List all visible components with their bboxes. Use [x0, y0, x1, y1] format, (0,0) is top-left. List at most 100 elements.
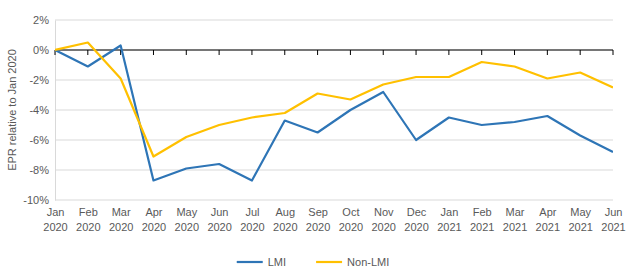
x-tick: Jul 2020 [240, 200, 264, 233]
grid-line [55, 170, 613, 171]
y-tick: 2% [33, 14, 55, 26]
series-line [55, 43, 613, 157]
y-tick-label: -2% [29, 74, 49, 86]
category-tick [547, 50, 548, 55]
x-tick-label-line: Jan [47, 206, 65, 218]
x-tick-label-line: 2020 [371, 221, 395, 233]
grid-line [55, 110, 613, 111]
category-tick [416, 50, 417, 55]
x-tick-label-line: 2020 [109, 221, 133, 233]
legend-label: LMI [268, 256, 286, 268]
legend-item: LMI [237, 256, 286, 268]
zero-axis [55, 50, 613, 55]
category-tick [448, 50, 449, 55]
category-tick [219, 50, 220, 55]
x-tick-label-line: Oct [342, 206, 359, 218]
category-tick [514, 50, 515, 55]
x-tick-label: Oct 2020 [339, 206, 363, 233]
y-tick-label: -8% [29, 164, 49, 176]
x-tick-label: Jun2021 [601, 206, 625, 233]
x-tick-label-line: 2020 [175, 221, 199, 233]
y-tick: -10% [23, 194, 55, 206]
x-tick-label-line: Feb [79, 206, 98, 218]
x-tick-label-line: Nov [374, 206, 394, 218]
y-tick-label: 2% [33, 14, 49, 26]
x-tick-label: Dec2020 [404, 206, 428, 233]
category-tick [87, 50, 88, 55]
category-tick [350, 50, 351, 55]
x-tick: Feb 2020 [76, 200, 100, 233]
x-tick: Aug 2020 [273, 200, 297, 233]
x-tick-label: Apr2021 [536, 206, 560, 233]
category-tick [383, 50, 384, 55]
y-tick: -4% [29, 104, 55, 116]
x-tick-label-line: Jul [245, 206, 259, 218]
x-tick-label-line: Jun [211, 206, 229, 218]
x-tick-label-line: 2020 [240, 221, 264, 233]
y-axis-title: EPR relative to Jan 2020 [6, 49, 18, 171]
x-tick-label: Sep2020 [306, 206, 330, 233]
x-tick-label-line: 2021 [536, 221, 560, 233]
x-tick-label-line: 2020 [76, 221, 100, 233]
x-tick-label-line: Aug [275, 206, 295, 218]
x-tick: Nov 2020 [371, 200, 395, 233]
x-tick: Feb 2021 [470, 200, 494, 233]
x-tick-label: Nov 2020 [371, 206, 395, 233]
grid-line [55, 50, 613, 51]
x-tick-label-line: 2020 [142, 221, 166, 233]
x-tick-label: Jul 2020 [240, 206, 264, 233]
x-tick-label-line: May [176, 206, 197, 218]
x-tick-label-line: Sep [308, 206, 328, 218]
x-tick: Apr 2020 [142, 200, 166, 233]
x-tick-label-line: Feb [473, 206, 492, 218]
lines [55, 43, 613, 181]
x-tick-label: Mar 2020 [109, 206, 133, 233]
x-tick-label: Apr 2020 [142, 206, 166, 233]
x-tick-label: Feb 2021 [470, 206, 494, 233]
category-tick [481, 50, 482, 55]
legend-swatch [316, 261, 342, 263]
x-tick-label-line: Mar [112, 206, 131, 218]
x-tick: Jun 2020 [207, 200, 231, 233]
x-tick: Apr2021 [536, 200, 560, 233]
legend: LMI Non-LMI [237, 256, 390, 268]
x-tick-label-line: May [570, 206, 591, 218]
y-axis: 2% 0% -2% -4% -6% -8% -10% [23, 14, 55, 206]
x-tick-label: Jan2020 [43, 206, 67, 233]
x-tick-label-line: 2021 [503, 221, 527, 233]
x-tick-label-line: 2021 [470, 221, 494, 233]
x-tick-label-line: Apr [145, 206, 162, 218]
x-tick-label-line: 2020 [339, 221, 363, 233]
category-tick [251, 50, 252, 55]
category-tick [317, 50, 318, 55]
y-tick-label: -10% [23, 194, 49, 206]
y-tick-label: 0% [33, 44, 49, 56]
x-tick-label-line: 2020 [207, 221, 231, 233]
x-tick: Mar2021 [503, 200, 527, 233]
grid [55, 20, 613, 200]
category-tick [153, 50, 154, 55]
x-tick: Oct 2020 [339, 200, 363, 233]
y-tick-label: -6% [29, 134, 49, 146]
x-tick: Jun2021 [601, 200, 625, 233]
x-tick: Sep2020 [306, 200, 330, 233]
x-tick: Mar 2020 [109, 200, 133, 233]
y-tick: -2% [29, 74, 55, 86]
plot: 2%0%-2%-4%-6%-8%-10%Jan2020Feb2020Mar202… [23, 14, 625, 233]
grid-line [55, 20, 613, 21]
x-tick-label-line: 2020 [404, 221, 428, 233]
x-tick-label: Aug 2020 [273, 206, 297, 233]
legend-swatch [237, 261, 263, 263]
legend-item: Non-LMI [316, 256, 389, 268]
category-tick [284, 50, 285, 55]
x-tick: May 2020 [175, 200, 199, 233]
x-tick-label-line: 2021 [568, 221, 592, 233]
x-tick-label: Feb 2020 [76, 206, 100, 233]
x-tick: Dec2020 [404, 200, 428, 233]
grid-line [55, 80, 613, 81]
grid-line [55, 200, 613, 201]
x-tick-label-line: 2020 [273, 221, 297, 233]
x-tick: May 2021 [568, 200, 592, 233]
x-tick-label: May 2020 [175, 206, 199, 233]
x-tick: Jan2021 [437, 200, 461, 233]
